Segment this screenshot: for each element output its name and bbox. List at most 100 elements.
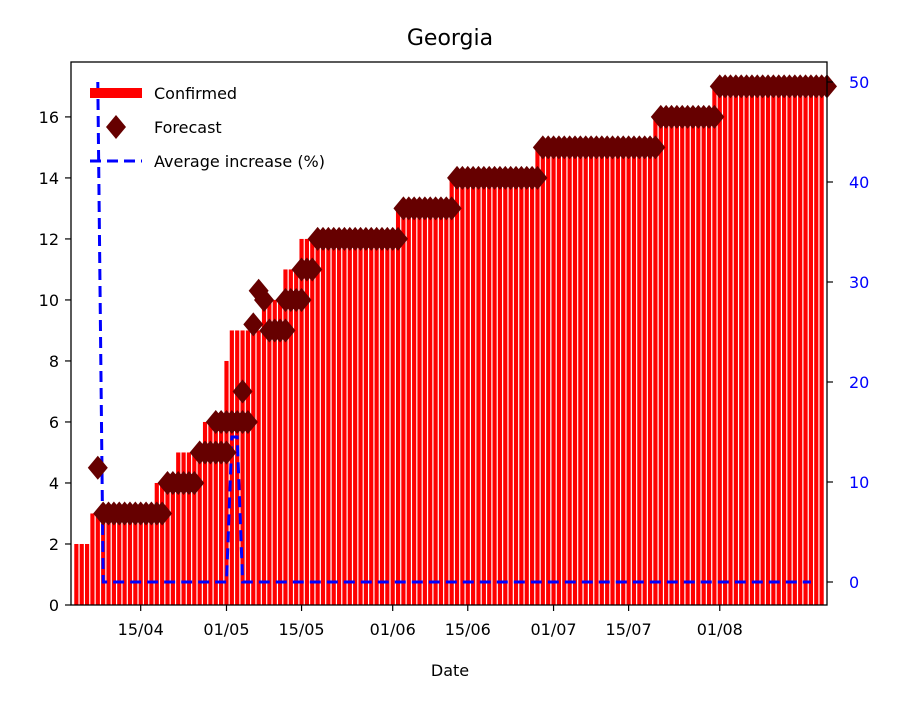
- y-tick-label: 0: [49, 596, 59, 615]
- confirmed-bar: [160, 482, 165, 605]
- forecast-point: [441, 196, 462, 221]
- confirmed-bar: [149, 513, 154, 605]
- confirmed-bar: [497, 177, 503, 606]
- confirmed-bar: [267, 299, 272, 605]
- forecast-point: [291, 287, 312, 312]
- legend-label: Forecast: [154, 118, 222, 137]
- y-tick-label: 14: [39, 169, 59, 188]
- confirmed-bar: [261, 299, 267, 605]
- confirmed-bar: [642, 147, 647, 606]
- forecast-point: [527, 165, 548, 190]
- forecast-point: [254, 287, 275, 312]
- confirmed-bar: [680, 116, 685, 606]
- confirmed-bar: [524, 177, 529, 606]
- forecast-point: [645, 135, 666, 160]
- confirmed-bar: [626, 147, 631, 606]
- confirmed-bar: [224, 360, 229, 605]
- confirmed-bar: [95, 513, 100, 605]
- confirmed-bars: [74, 86, 824, 606]
- confirmed-bar: [353, 238, 358, 605]
- y-axis-right: 0 10 20 30 40 50: [827, 73, 869, 592]
- confirmed-bar: [728, 86, 733, 606]
- confirmed-bar: [503, 177, 508, 606]
- y-right-tick-label: 20: [849, 373, 869, 392]
- confirmed-bar: [347, 238, 352, 605]
- confirmed-bar: [449, 177, 454, 606]
- confirmed-bar: [374, 238, 379, 605]
- confirmed-bar: [213, 421, 218, 605]
- confirmed-bar: [358, 238, 363, 605]
- confirmed-bar: [379, 238, 385, 605]
- forecast-point: [704, 104, 725, 129]
- y-tick-label: 10: [39, 291, 59, 310]
- confirmed-bar: [717, 86, 722, 606]
- confirmed-bar: [208, 421, 213, 605]
- confirmed-bar: [465, 177, 470, 606]
- confirmed-bar: [331, 238, 336, 605]
- confirmed-bar: [814, 86, 819, 606]
- confirmed-bar: [278, 299, 283, 605]
- confirmed-bar: [599, 147, 604, 606]
- confirmed-bar: [765, 86, 771, 606]
- confirmed-bar: [551, 147, 556, 606]
- forecast-point: [243, 312, 264, 337]
- confirmed-bar: [733, 86, 738, 606]
- confirmed-bar: [251, 330, 256, 605]
- confirmed-bar: [395, 208, 401, 605]
- confirmed-bar: [610, 147, 615, 606]
- confirmed-bar: [417, 208, 422, 605]
- confirmed-bar: [653, 116, 658, 606]
- confirmed-bar: [706, 116, 712, 606]
- forecast-point: [388, 226, 409, 251]
- confirmed-bar: [154, 482, 159, 605]
- confirmed-bar: [519, 177, 524, 606]
- confirmed-bar: [594, 147, 599, 606]
- confirmed-bar: [401, 208, 406, 605]
- confirmed-bar: [572, 147, 578, 606]
- confirmed-bar: [106, 513, 111, 605]
- confirmed-bar: [240, 330, 245, 605]
- y-tick-label: 2: [49, 535, 59, 554]
- confirmed-bar: [647, 147, 653, 606]
- confirmed-bar: [562, 147, 567, 606]
- confirmed-bar: [530, 177, 535, 606]
- confirmed-bar: [669, 116, 674, 606]
- confirmed-bar: [315, 238, 320, 605]
- legend: Confirmed Forecast Average increase (%): [90, 84, 325, 171]
- confirmed-bar: [712, 86, 717, 606]
- forecast-point: [302, 257, 323, 282]
- forecast-point: [275, 318, 296, 343]
- forecast-point: [237, 409, 258, 434]
- y-right-tick-label: 30: [849, 273, 869, 292]
- y-tick-label: 12: [39, 230, 59, 249]
- confirmed-bar: [744, 86, 749, 606]
- confirmed-bar: [304, 238, 310, 605]
- forecast-point: [152, 501, 173, 526]
- chart-title: Georgia: [407, 26, 493, 51]
- confirmed-bar: [588, 147, 594, 606]
- confirmed-bar: [605, 147, 610, 606]
- confirmed-bar: [685, 116, 690, 606]
- confirmed-bar: [127, 513, 133, 605]
- x-axis: 15/04 01/05 15/05 01/06 15/06 01/07 15/07 01/08: [118, 605, 743, 639]
- confirmed-bar: [723, 86, 728, 606]
- confirmed-bar: [567, 147, 572, 606]
- legend-swatch-forecast: [106, 115, 126, 139]
- confirmed-bar: [535, 147, 540, 606]
- confirmed-bar: [138, 513, 143, 605]
- confirmed-bar: [674, 116, 679, 606]
- y-tick-label: 4: [49, 474, 59, 493]
- forecast-point: [216, 440, 237, 465]
- confirmed-bar: [492, 177, 497, 606]
- confirmed-bar: [176, 452, 181, 605]
- confirmed-bar: [202, 421, 208, 605]
- confirmed-bar: [111, 513, 116, 605]
- confirmed-bar: [664, 116, 669, 606]
- confirmed-bar: [143, 513, 149, 605]
- confirmed-bar: [74, 543, 79, 605]
- confirmed-bar: [385, 238, 390, 605]
- confirmed-bar: [90, 513, 95, 605]
- x-axis-label: Date: [431, 661, 469, 680]
- confirmed-bar: [219, 421, 224, 605]
